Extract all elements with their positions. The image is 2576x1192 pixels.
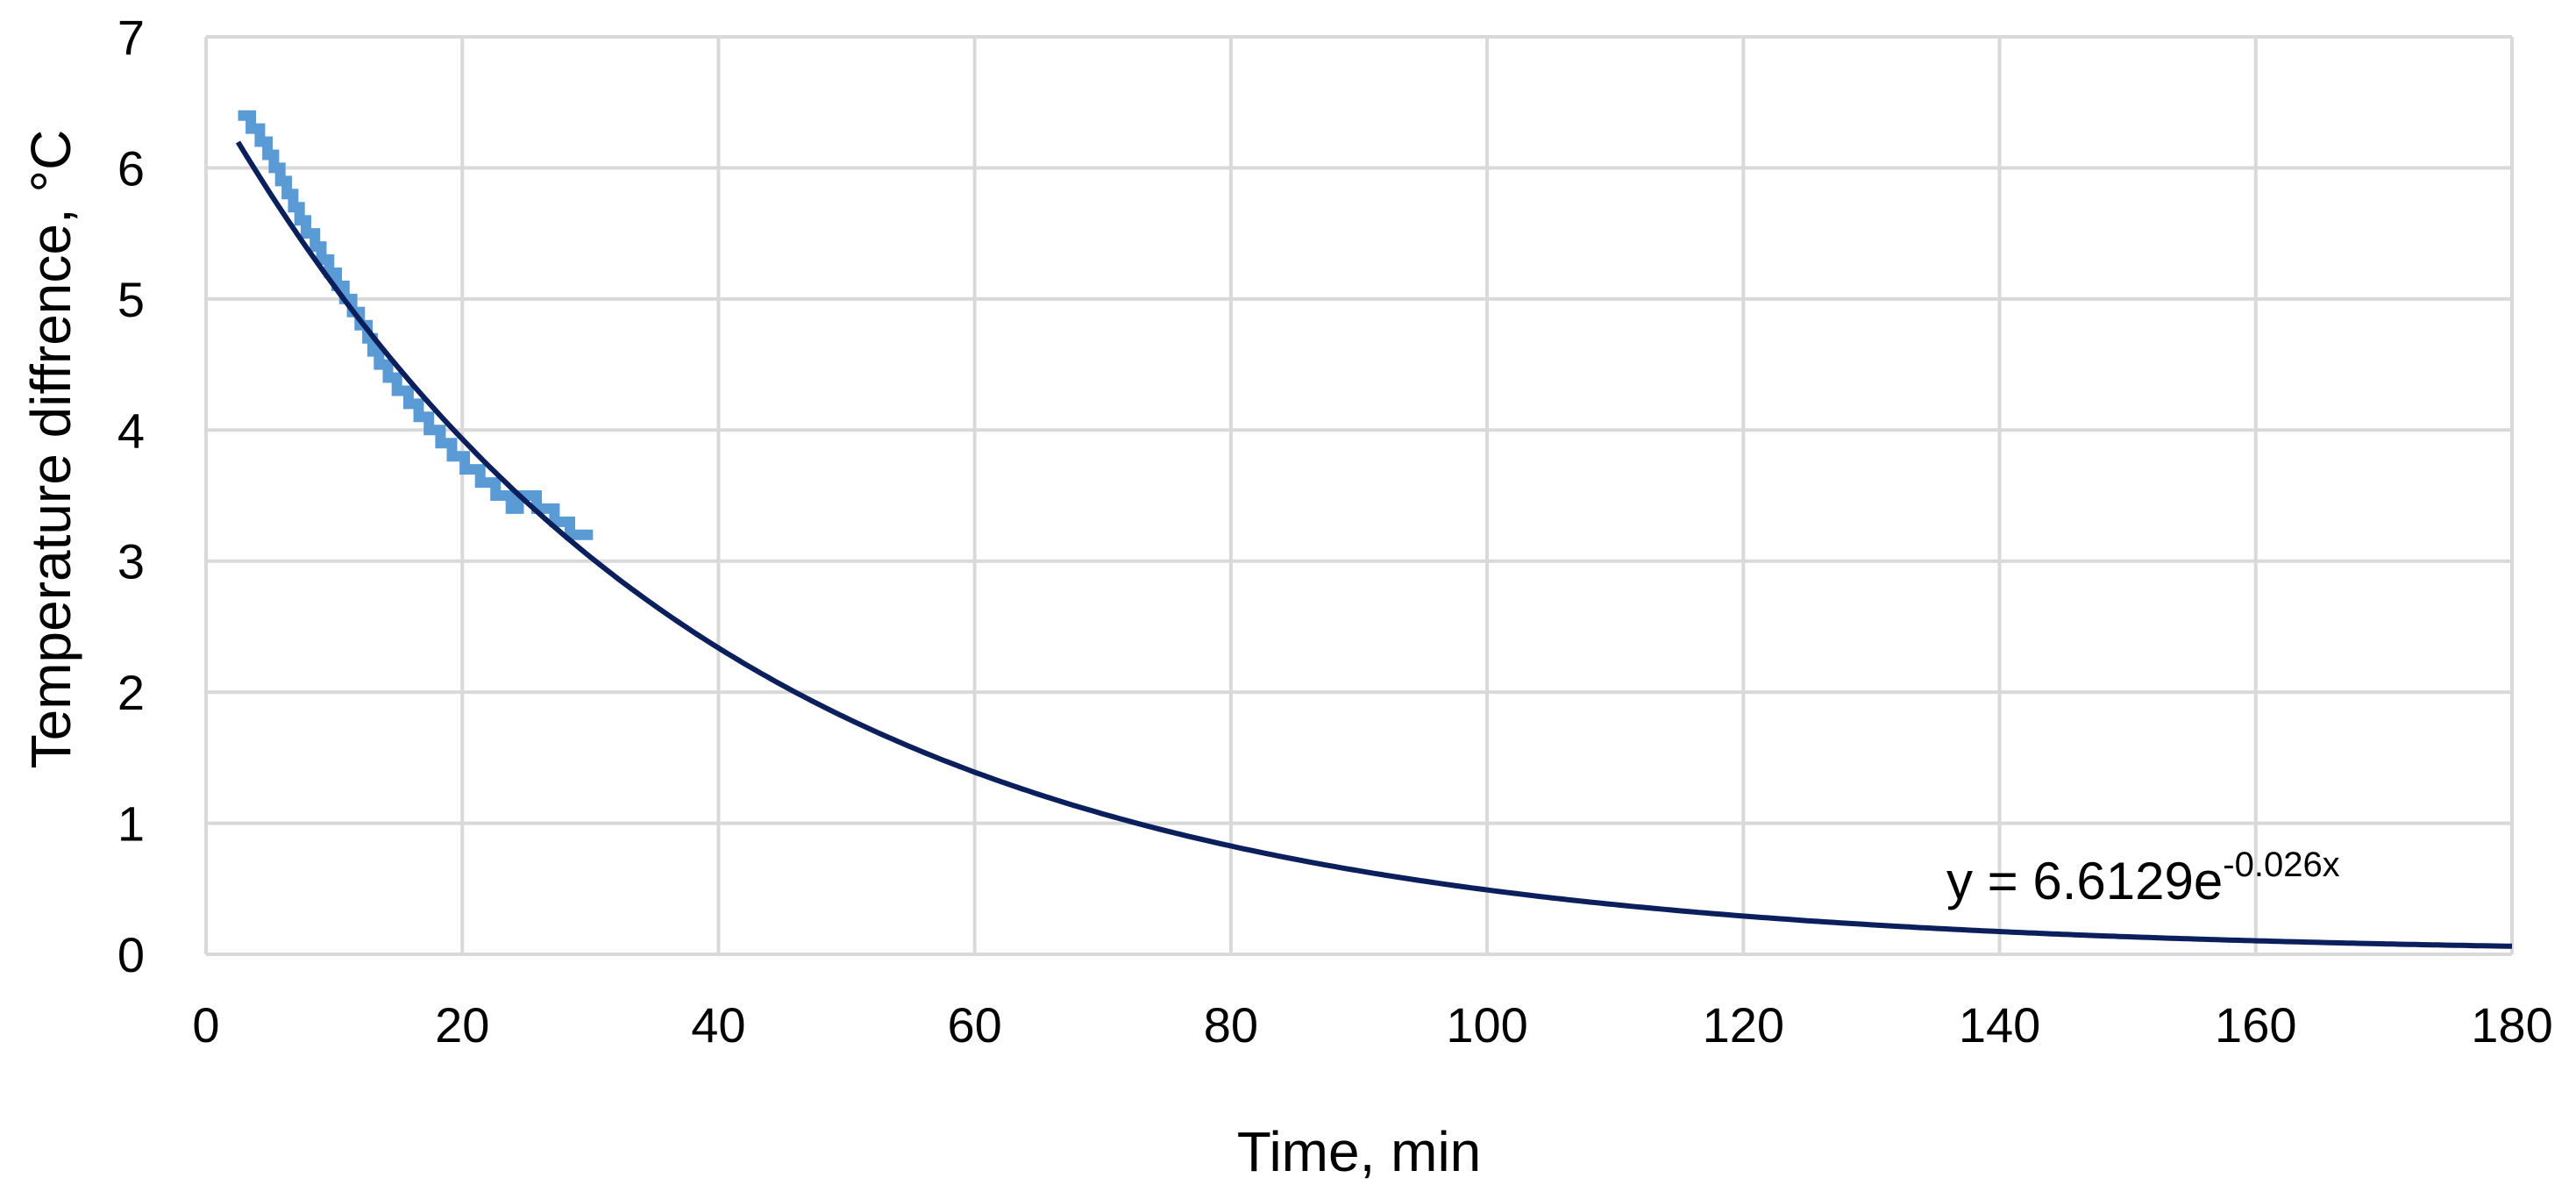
x-tick-labels: 0 20 40 60 80 100 120 140 160 180: [192, 997, 2552, 1053]
trendline-equation-exponent: -0.026x: [2223, 846, 2339, 884]
x-tick-label: 100: [1446, 997, 1527, 1053]
y-tick-label: 4: [117, 403, 145, 458]
y-tick-label: 0: [117, 927, 145, 982]
plot-area: [235, 110, 2513, 949]
x-axis-title: Time, min: [1237, 1120, 1482, 1183]
trendline-equation-main: y = 6.6129e: [1946, 852, 2223, 910]
x-tick-label: 180: [2471, 997, 2552, 1053]
y-tick-label: 3: [117, 534, 145, 589]
trendline-equation: y = 6.6129e-0.026x: [1946, 846, 2340, 910]
y-tick-labels: 0 1 2 3 4 5 6 7: [117, 10, 145, 982]
y-tick-label: 1: [117, 796, 145, 852]
x-tick-label: 120: [1703, 997, 1784, 1053]
measured-series-line: [238, 110, 594, 540]
y-tick-label: 5: [117, 272, 145, 327]
x-tick-label: 80: [1204, 997, 1258, 1053]
gridlines: [206, 35, 2514, 954]
x-tick-label: 40: [691, 997, 745, 1053]
y-tick-label: 2: [117, 665, 145, 720]
x-tick-label: 20: [435, 997, 489, 1053]
y-axis-title: Temperature diffrence, °C: [19, 130, 82, 769]
x-tick-label: 60: [948, 997, 1002, 1053]
axes: [204, 37, 2512, 956]
y-tick-label: 6: [117, 140, 145, 196]
x-tick-label: 140: [1959, 997, 2040, 1053]
exponential-trendline: [235, 140, 2513, 949]
x-tick-label: 0: [192, 997, 219, 1053]
x-tick-label: 160: [2215, 997, 2296, 1053]
y-tick-label: 7: [117, 10, 145, 65]
